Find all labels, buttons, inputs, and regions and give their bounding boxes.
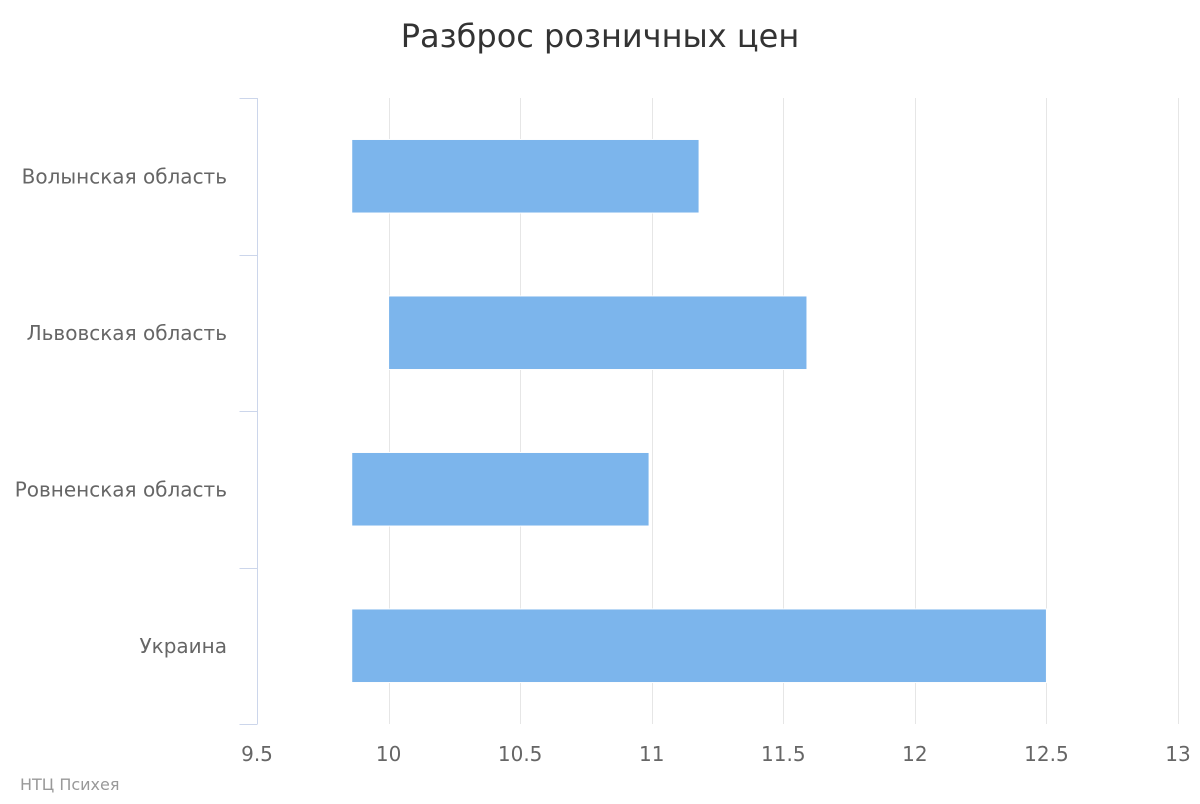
range-bar[interactable] (388, 295, 808, 371)
value-tick-label: 12.5 (1024, 742, 1069, 766)
category-label: Ровненская область (15, 477, 227, 501)
range-bar[interactable] (351, 608, 1047, 684)
value-axis-labels: 9.5 10 10.5 11 11.5 12 12.5 13 (241, 742, 1191, 766)
category-label: Украина (139, 634, 227, 658)
value-tick-label: 11.5 (761, 742, 806, 766)
category-axis (239, 98, 258, 725)
value-tick-label: 13 (1165, 742, 1190, 766)
category-label: Волынская область (22, 164, 227, 188)
category-labels: Волынская область Львовская область Ровнен… (15, 164, 227, 658)
chart-title: Разброс розничных цен (401, 17, 800, 55)
value-tick-label: 9.5 (241, 742, 273, 766)
category-label: Львовская область (27, 321, 227, 345)
range-bar[interactable] (351, 451, 650, 527)
value-tick-label: 10.5 (498, 742, 543, 766)
credits-label[interactable]: НТЦ Психея (20, 775, 119, 794)
value-tick-label: 11 (639, 742, 664, 766)
range-bar[interactable] (351, 138, 700, 214)
value-tick-label: 10 (376, 742, 401, 766)
value-tick-label: 12 (902, 742, 927, 766)
bars (351, 138, 1047, 684)
